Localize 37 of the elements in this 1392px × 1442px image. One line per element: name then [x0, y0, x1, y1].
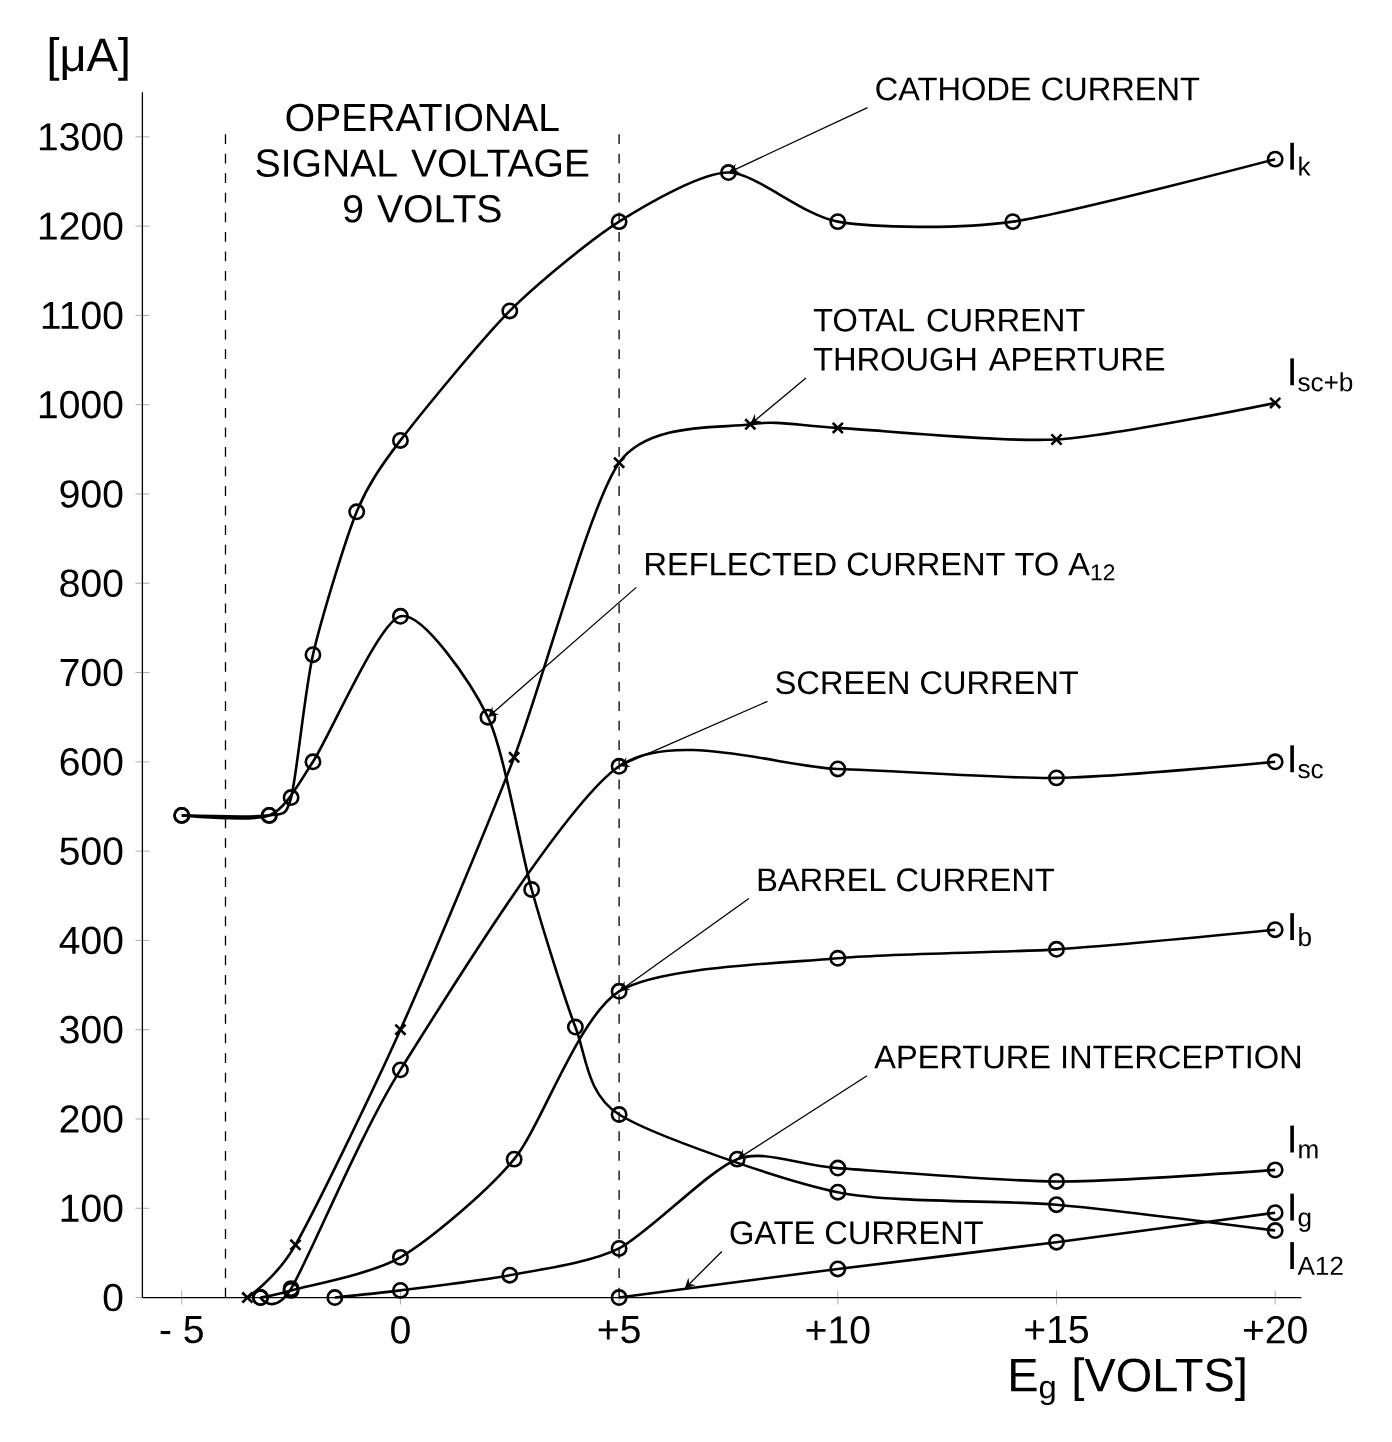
series-label: I$_{m}$: [1290, 1125, 1318, 1159]
x-tick-label: +5: [598, 1316, 640, 1344]
x-tick-label: 0: [391, 1316, 410, 1344]
annotation: GATE CURRENT: [730, 1221, 983, 1245]
series-label: I$_{A12}$: [1290, 1242, 1343, 1275]
y-axis-title: [μA]: [49, 36, 128, 81]
y-tick-label: 1300: [39, 123, 123, 151]
series-label: I$_{g}$: [1290, 1193, 1311, 1232]
annotation: BARREL CURRENT: [758, 868, 1055, 892]
y-tick-label: 0: [103, 1283, 123, 1312]
y-tick-label: 400: [59, 926, 123, 955]
x-tick-label: +10: [806, 1316, 870, 1344]
annotation: SCREEN CURRENT: [776, 671, 1079, 695]
y-tick-label: 100: [61, 1194, 123, 1223]
annotation: CATHODE CURRENT: [876, 77, 1200, 101]
series-label: I$_{b}$: [1290, 913, 1311, 947]
annotation: OPERATIONAL SIGNAL VOLTAGE 9 VOLTS: [256, 103, 589, 223]
series-label: I$_{sc}$: [1290, 745, 1323, 779]
y-tick-label: 1100: [42, 301, 123, 330]
y-tick-label: 500: [60, 837, 123, 865]
y-tick-label: 200: [60, 1105, 123, 1133]
y-tick-label: 1000: [39, 390, 123, 419]
annotation: APERTURE INTERCEPTION: [874, 1045, 1301, 1069]
x-tick-label: +15: [1025, 1316, 1089, 1344]
series-label: I$_{k}$: [1290, 142, 1311, 176]
series-label: I$_{sc+b}$: [1290, 358, 1353, 392]
x-tick-label: - 5: [160, 1316, 203, 1344]
annotation: REFLECTED CURRENT TO A$_{12}$: [646, 552, 1115, 581]
y-tick-label: 800: [60, 569, 123, 598]
y-tick-label: 600: [60, 748, 123, 776]
y-tick-label: 1200: [39, 212, 123, 240]
y-tick-label: 300: [60, 1015, 123, 1044]
annotation: TOTAL CURRENT THROUGH APERTURE: [813, 308, 1165, 371]
x-tick-label: +20: [1243, 1316, 1307, 1344]
y-tick-label: 700: [60, 658, 123, 687]
x-axis-title: E$_{g}$ [VOLTS]: [1011, 1357, 1245, 1406]
y-tick-label: 900: [60, 480, 123, 508]
